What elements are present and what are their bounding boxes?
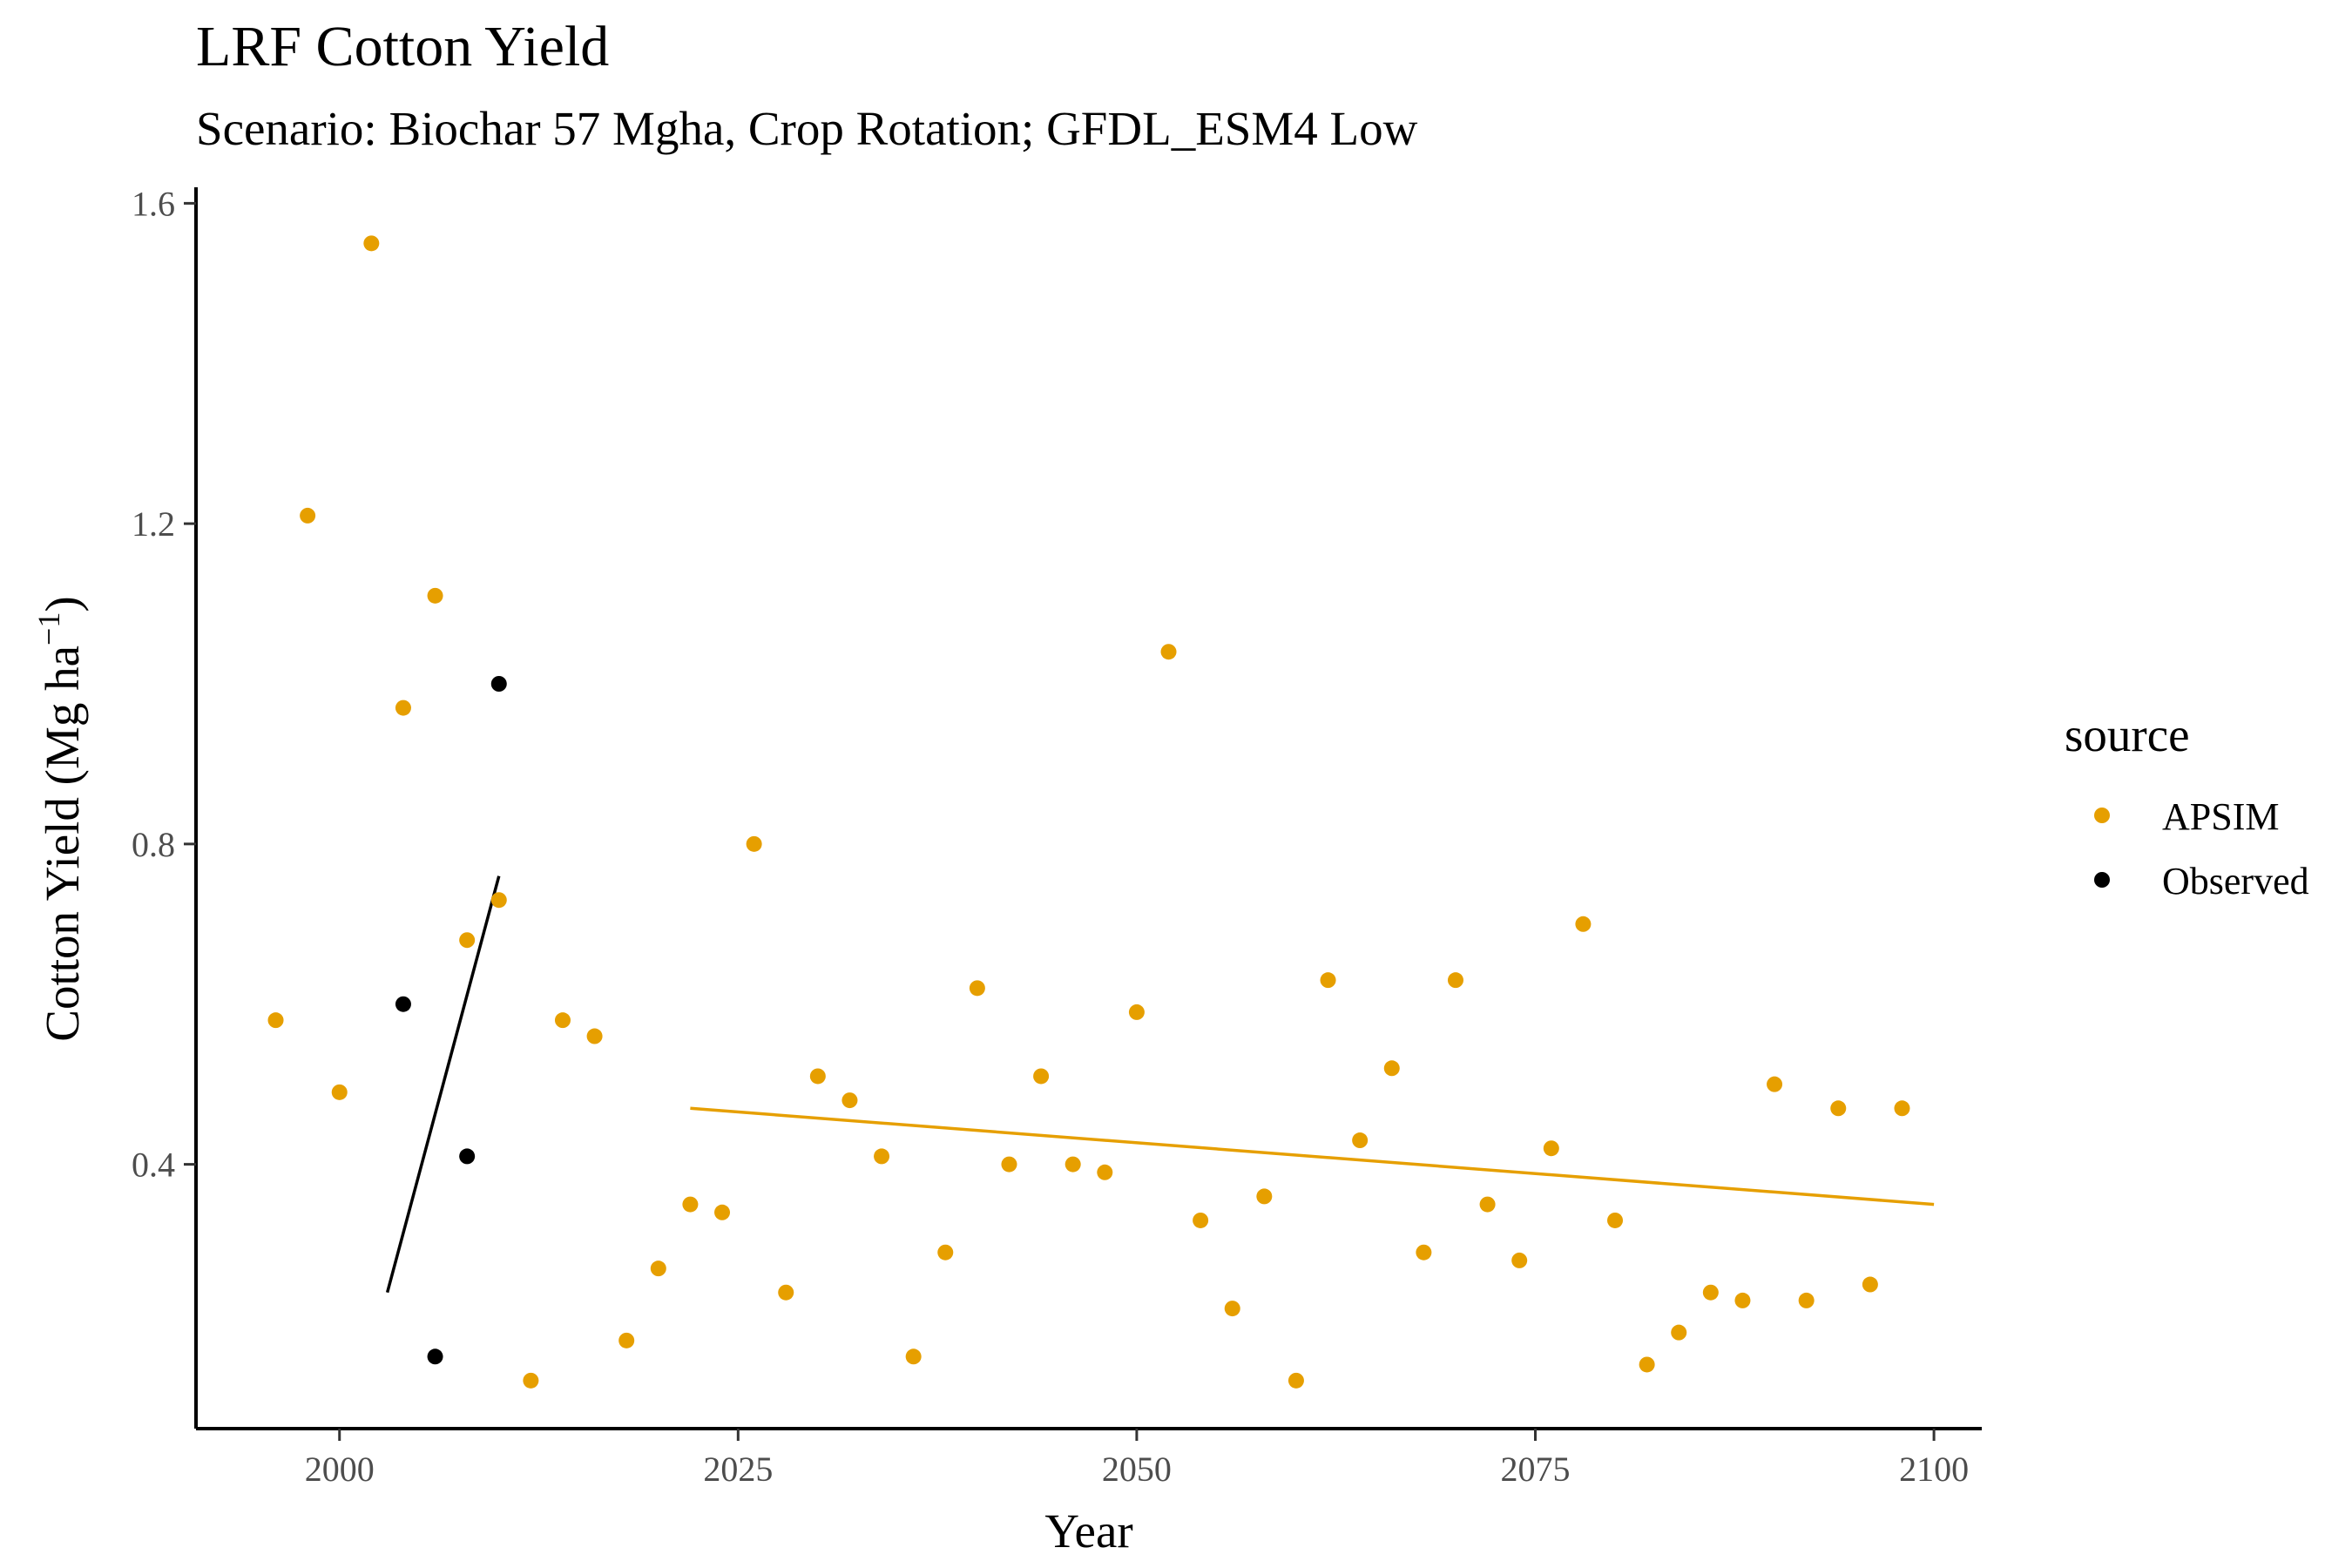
data-point-apsim xyxy=(1607,1212,1624,1228)
data-point-apsim xyxy=(1160,644,1177,660)
data-point-apsim xyxy=(1320,972,1336,989)
data-point-apsim xyxy=(1383,1060,1400,1077)
data-point-apsim xyxy=(490,892,507,909)
data-point-apsim xyxy=(395,700,411,716)
data-point-apsim xyxy=(1894,1100,1910,1117)
x-tick-label: 2100 xyxy=(1899,1450,1969,1489)
data-point-apsim xyxy=(459,932,476,949)
data-point-apsim xyxy=(1671,1324,1687,1341)
data-point-apsim xyxy=(1575,916,1592,932)
data-point-apsim xyxy=(746,835,762,852)
data-point-apsim xyxy=(1128,1004,1145,1020)
data-point-apsim xyxy=(682,1196,699,1213)
trend-line-apsim xyxy=(690,1106,1935,1206)
legend-label-apsim: APSIM xyxy=(2162,795,2280,838)
x-tick-label: 2000 xyxy=(305,1450,375,1489)
legend-key-observed xyxy=(2094,872,2110,888)
data-point-apsim xyxy=(1064,1156,1081,1173)
legend-key-apsim xyxy=(2094,808,2110,823)
data-point-apsim xyxy=(586,1028,603,1044)
data-point-apsim xyxy=(1097,1164,1113,1180)
x-axis-ticks: 2000 2025 2050 2075 2100 xyxy=(305,1429,1969,1489)
data-point-apsim xyxy=(778,1284,794,1301)
data-point-apsim xyxy=(1001,1156,1017,1173)
data-point-apsim xyxy=(969,980,985,997)
data-point-apsim xyxy=(618,1332,635,1348)
data-point-apsim xyxy=(1511,1252,1528,1268)
chart-title: LRF Cotton Yield xyxy=(196,15,610,78)
legend: source APSIM Observed xyxy=(2065,708,2309,902)
data-point-apsim xyxy=(1033,1068,1050,1085)
y-tick-label: 0.8 xyxy=(132,825,175,864)
data-point-apsim xyxy=(523,1372,539,1389)
data-point-apsim xyxy=(1256,1188,1273,1205)
y-axis-title-suffix: ) xyxy=(36,596,89,612)
data-point-apsim xyxy=(1224,1301,1240,1317)
chart-subtitle: Scenario: Biochar 57 Mgha, Crop Rotation… xyxy=(196,102,1418,155)
data-point-observed xyxy=(459,1148,476,1165)
data-point-apsim xyxy=(363,235,380,252)
data-point-apsim xyxy=(1767,1076,1783,1092)
legend-label-observed: Observed xyxy=(2162,860,2309,902)
data-point-observed xyxy=(395,996,411,1012)
data-point-apsim xyxy=(1830,1100,1847,1117)
y-axis-ticks: 0.4 0.8 1.2 1.6 xyxy=(132,184,196,1185)
legend-title: source xyxy=(2065,708,2190,761)
y-tick-label: 1.2 xyxy=(132,504,175,544)
data-point-apsim xyxy=(554,1012,571,1029)
data-point-apsim xyxy=(1193,1212,1209,1228)
data-point-observed xyxy=(427,1348,443,1365)
y-axis-title-main: Cotton Yield (Mg ha xyxy=(36,645,89,1042)
data-point-apsim xyxy=(1288,1372,1304,1389)
data-point-apsim xyxy=(650,1260,666,1277)
data-point-apsim xyxy=(937,1244,954,1260)
x-tick-label: 2075 xyxy=(1501,1450,1571,1489)
data-point-apsim xyxy=(1416,1244,1432,1260)
data-point-apsim xyxy=(841,1092,858,1109)
data-point-apsim xyxy=(1479,1196,1496,1213)
data-point-apsim xyxy=(1702,1284,1719,1301)
y-axis-title-superscript: −1 xyxy=(31,612,66,645)
data-point-apsim xyxy=(874,1148,890,1165)
data-point-apsim xyxy=(331,1084,348,1100)
y-axis-title: Cotton Yield (Mg ha−1) xyxy=(31,596,89,1041)
x-tick-label: 2025 xyxy=(703,1450,773,1489)
data-point-apsim xyxy=(1862,1276,1878,1293)
data-point-apsim xyxy=(809,1068,826,1085)
x-axis-title: Year xyxy=(1044,1504,1132,1558)
data-point-apsim xyxy=(1798,1292,1815,1308)
data-point-apsim xyxy=(905,1348,922,1365)
data-point-apsim xyxy=(427,587,443,604)
data-point-apsim xyxy=(714,1204,731,1220)
data-point-apsim xyxy=(1639,1356,1655,1373)
y-tick-label: 1.6 xyxy=(132,184,175,223)
trend-lines xyxy=(385,875,1935,1294)
data-point-apsim xyxy=(1352,1132,1369,1149)
data-point-apsim xyxy=(1447,972,1463,989)
legend-items: APSIM Observed xyxy=(2094,795,2309,902)
data-point-observed xyxy=(490,676,507,692)
x-tick-label: 2050 xyxy=(1102,1450,1172,1489)
data-point-apsim xyxy=(267,1012,284,1029)
data-point-apsim xyxy=(1734,1292,1751,1308)
trend-line-observed xyxy=(385,875,501,1294)
data-points xyxy=(267,235,1910,1389)
data-point-apsim xyxy=(300,507,316,524)
data-point-apsim xyxy=(1543,1140,1559,1157)
y-tick-label: 0.4 xyxy=(132,1146,175,1185)
